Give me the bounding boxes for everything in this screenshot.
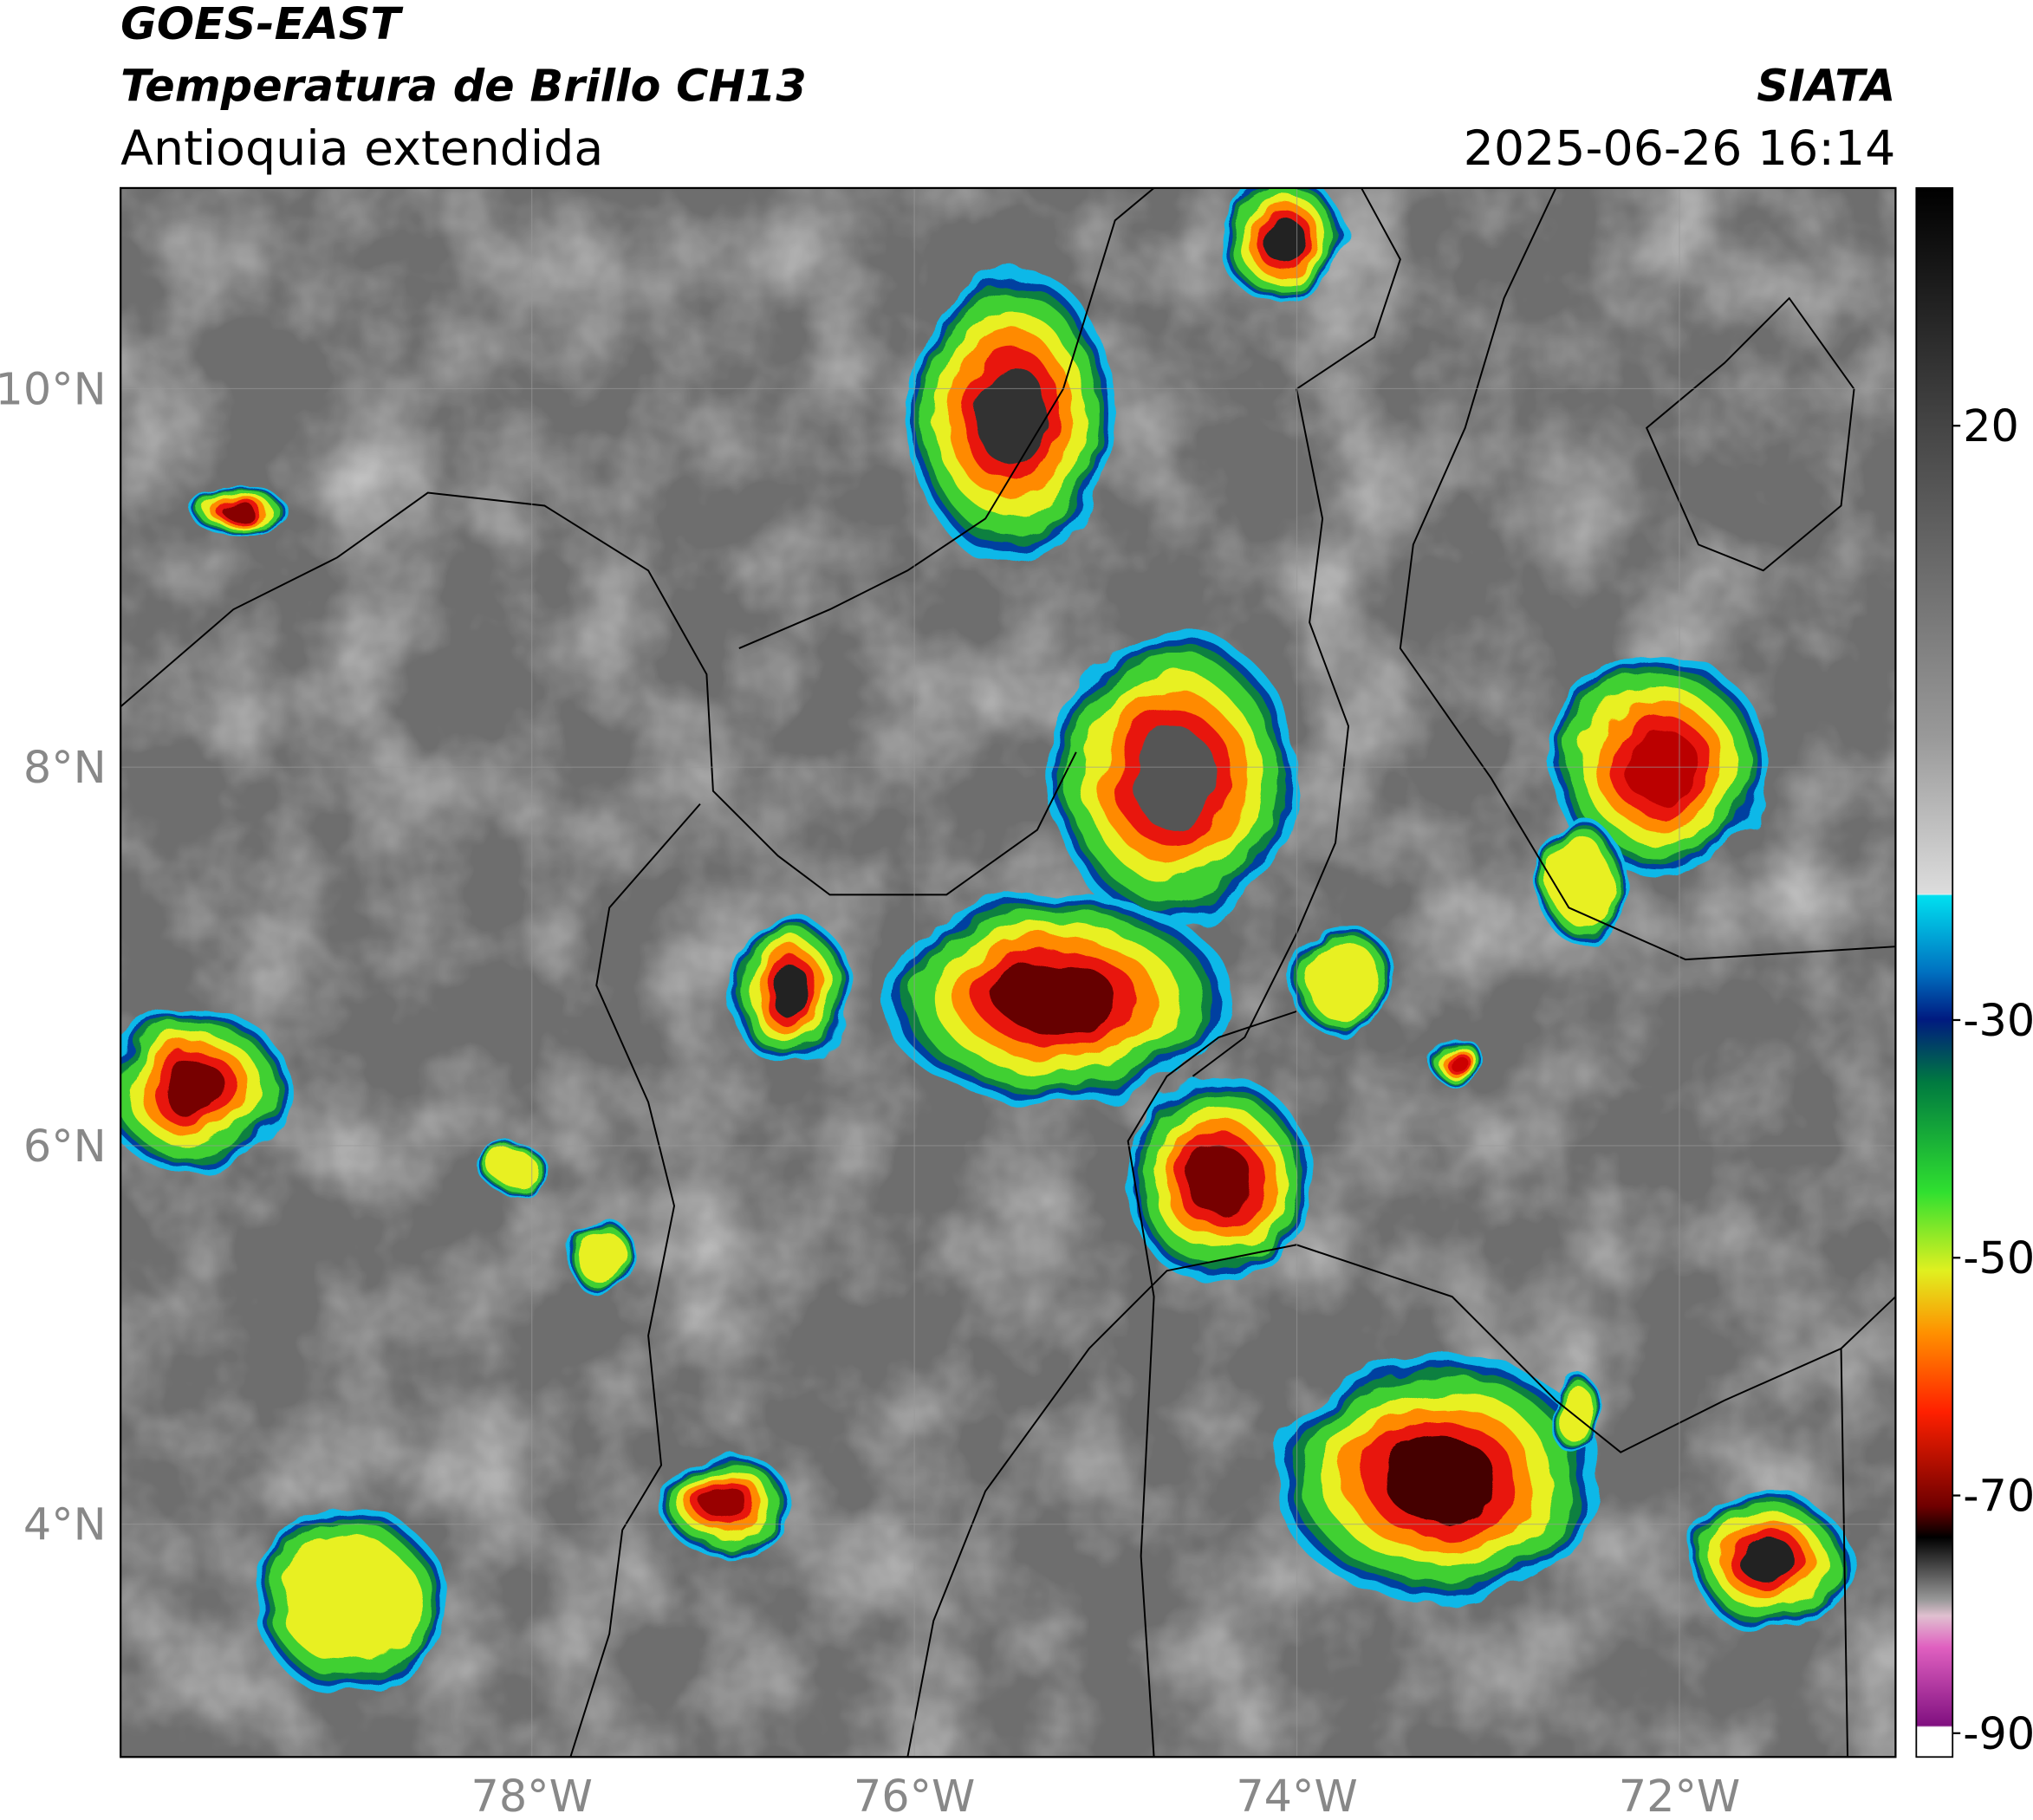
colorbar-label: -50	[1963, 1232, 2033, 1284]
region: Antioquia extendida	[120, 121, 603, 177]
storm-core	[1442, 1048, 1462, 1065]
title: GOES-EAST	[120, 0, 404, 49]
storm-core	[1743, 1538, 1797, 1587]
subtitle: Temperatura de Brillo CH13	[120, 61, 807, 112]
colorbar-label: -70	[1963, 1471, 2033, 1522]
storm-layer	[489, 1149, 536, 1185]
storm-core	[704, 1485, 748, 1523]
lon-label: 76°W	[854, 1771, 975, 1820]
storm-core	[1186, 1144, 1251, 1216]
source: SIATA	[1757, 61, 1895, 112]
storm-core	[1622, 727, 1698, 803]
storm-core	[1130, 727, 1217, 829]
storm-core	[162, 1060, 227, 1118]
storm-core	[976, 364, 1047, 466]
map-area	[120, 187, 1896, 1758]
storm-core	[1262, 218, 1306, 262]
lat-label: 10°N	[0, 363, 107, 414]
graticule	[120, 187, 1896, 1758]
colorbar-label: -30	[1963, 995, 2033, 1046]
storm-layer	[283, 1535, 417, 1667]
colorbar-label: -90	[1963, 1708, 2033, 1759]
colorbar-label: 20	[1963, 400, 2019, 452]
storms	[120, 187, 1850, 1697]
storm-layer	[1549, 839, 1614, 925]
map-frame	[120, 186, 1897, 1758]
lon-label: 78°W	[471, 1771, 592, 1820]
colorbar	[1915, 187, 1954, 1758]
storm-layer	[579, 1230, 627, 1286]
storm-core	[223, 504, 257, 521]
lat-label: 8°N	[23, 742, 107, 793]
lon-label: 72°W	[1619, 1771, 1740, 1820]
storm-core	[1383, 1435, 1496, 1521]
storm-core	[769, 966, 813, 1017]
borders	[120, 187, 1896, 1758]
lon-label: 74°W	[1236, 1771, 1357, 1820]
storm-layer	[1558, 1383, 1593, 1444]
timestamp: 2025-06-26 16:14	[1464, 121, 1896, 177]
storm-layer	[1303, 940, 1380, 1017]
storm-core	[997, 962, 1117, 1035]
lat-label: 6°N	[23, 1121, 107, 1172]
lat-label: 4°N	[23, 1499, 107, 1550]
